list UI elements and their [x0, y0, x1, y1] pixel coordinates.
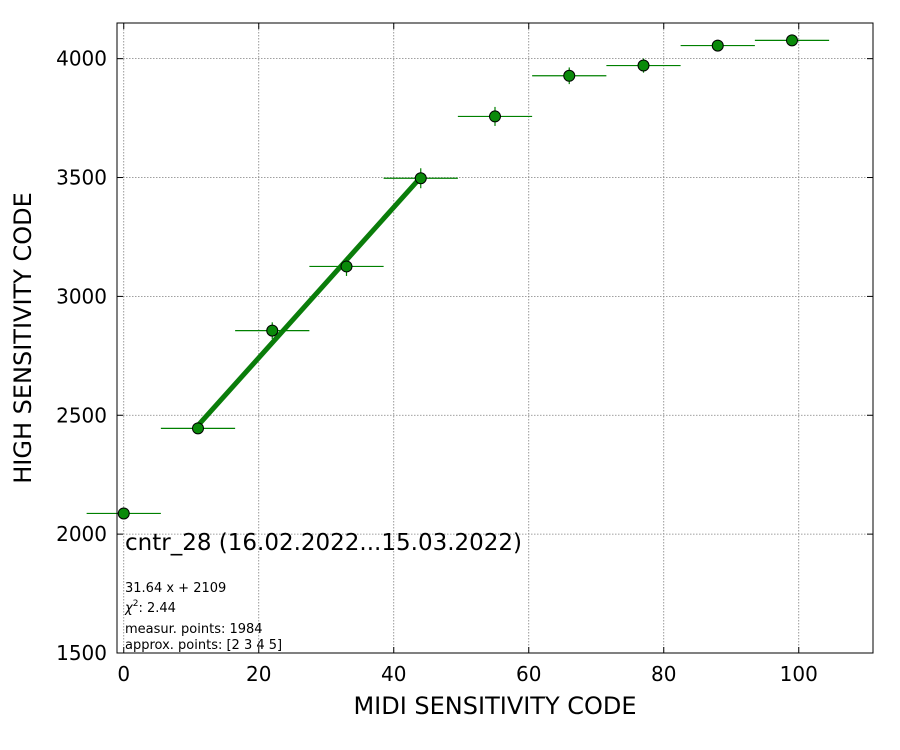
x-tick-label: 60 [516, 662, 541, 686]
annotation-measur-points: measur. points: 1984 [125, 622, 263, 637]
data-points [117, 34, 798, 520]
ticks: 0 20 40 60 80 100 1500 2000 2500 3000 3500 4000 [56, 23, 873, 686]
x-tick-label: 80 [651, 662, 676, 686]
data-point [340, 260, 353, 273]
data-point [711, 39, 724, 52]
data-point [786, 34, 798, 47]
fit-line-group [196, 175, 423, 428]
x-tick-label: 100 [780, 662, 818, 686]
errorbars [86, 36, 830, 518]
data-point [192, 422, 204, 435]
annotation-approx-points: approx. points: [2 3 4 5] [125, 638, 282, 653]
data-point [637, 59, 650, 72]
data-point [266, 324, 279, 337]
y-tick-label: 2500 [56, 403, 107, 427]
annotation-title: cntr_28 (16.02.2022...15.03.2022) [125, 530, 522, 556]
fit-line [196, 175, 423, 428]
y-tick-label: 3000 [56, 284, 107, 308]
x-axis-title: MIDI SENSITIVITY CODE [353, 692, 636, 720]
data-point [117, 507, 130, 520]
annotation-equation: 31.64 x + 2109 [125, 581, 226, 596]
annotation-chi2: χ2: 2.44 [124, 599, 176, 616]
y-tick-label: 4000 [56, 47, 107, 71]
plot-frame [116, 22, 874, 654]
x-tick-label: 40 [381, 662, 406, 686]
y-tick-label: 2000 [56, 522, 107, 546]
chi2-symbol: χ [124, 601, 134, 616]
y-axis-title: HIGH SENSITIVITY CODE [9, 192, 37, 484]
chi2-value: : 2.44 [138, 601, 175, 616]
x-tick-label: 20 [246, 662, 271, 686]
y-tick-label: 3500 [56, 166, 107, 190]
data-point [563, 69, 576, 82]
chi2-power: 2 [133, 599, 139, 609]
y-tick-label: 1500 [56, 641, 107, 665]
data-point [489, 110, 501, 123]
x-tick-label: 0 [117, 662, 130, 686]
data-point [414, 172, 427, 185]
